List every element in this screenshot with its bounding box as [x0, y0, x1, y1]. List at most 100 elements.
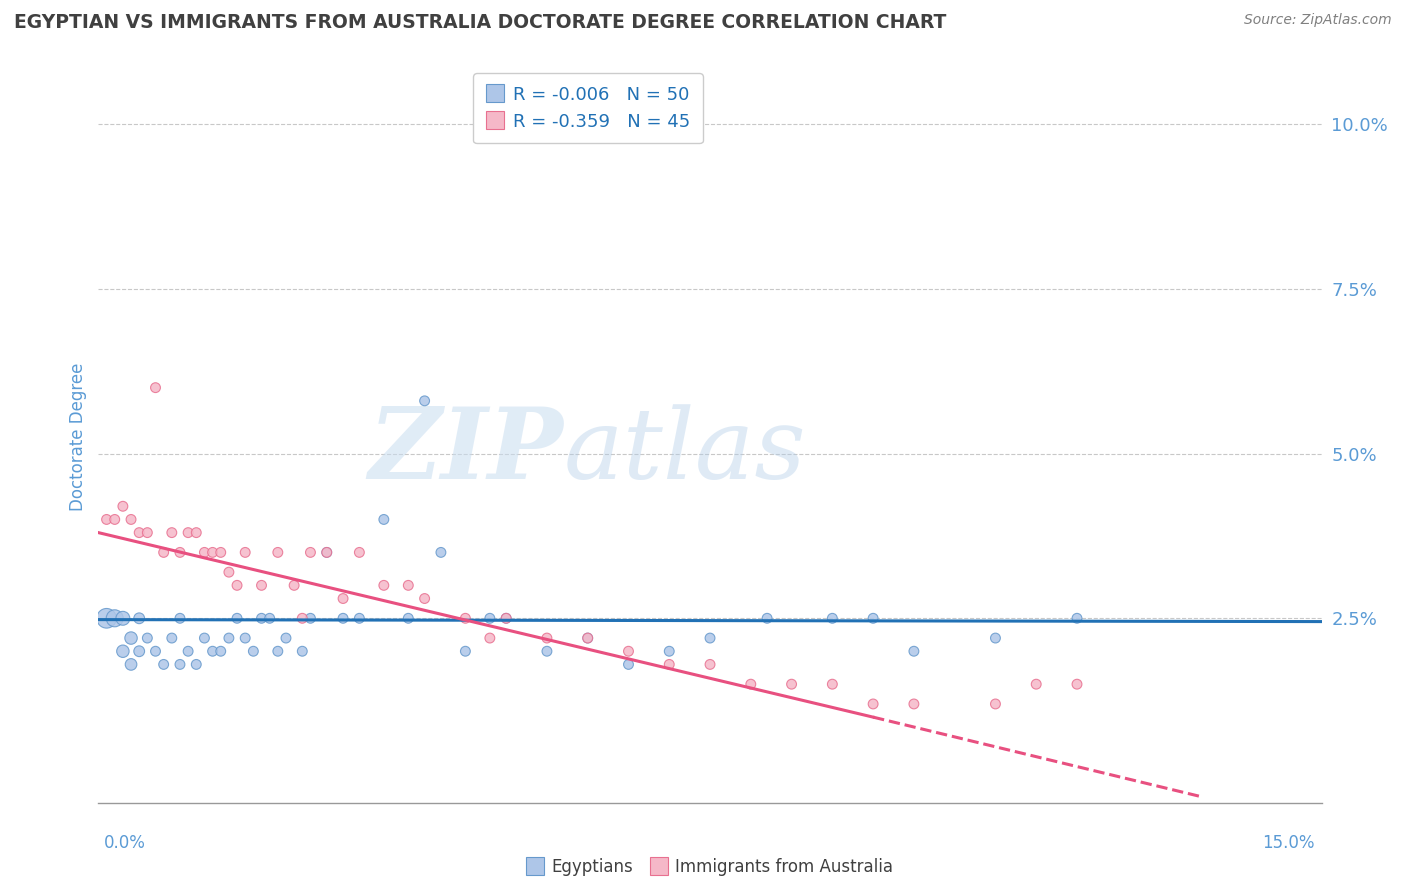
Point — [396, 578, 419, 592]
Point — [128, 525, 150, 540]
Point — [242, 644, 264, 658]
Point — [349, 545, 371, 559]
Y-axis label: Doctorate Degree: Doctorate Degree — [69, 363, 87, 511]
Point — [169, 545, 191, 559]
Point — [145, 381, 167, 395]
Point — [209, 545, 232, 559]
Point — [536, 644, 558, 658]
Point — [658, 644, 681, 658]
Point — [111, 611, 134, 625]
Point — [756, 611, 779, 625]
Point — [274, 631, 297, 645]
Point — [128, 644, 150, 658]
Point — [267, 545, 290, 559]
Point — [104, 512, 127, 526]
Point — [413, 591, 436, 606]
Point — [283, 578, 305, 592]
Point — [315, 545, 337, 559]
Point — [267, 644, 290, 658]
Point — [299, 611, 322, 625]
Point — [152, 545, 174, 559]
Point — [699, 631, 721, 645]
Point — [120, 512, 142, 526]
Point — [186, 657, 208, 672]
Point — [454, 644, 477, 658]
Point — [104, 611, 127, 625]
Point — [617, 644, 640, 658]
Point — [373, 578, 395, 592]
Point — [495, 611, 517, 625]
Point — [160, 525, 183, 540]
Point — [658, 657, 681, 672]
Text: atlas: atlas — [564, 404, 806, 500]
Point — [617, 657, 640, 672]
Point — [332, 591, 354, 606]
Point — [862, 697, 884, 711]
Point — [1066, 611, 1088, 625]
Point — [233, 631, 256, 645]
Point — [136, 631, 159, 645]
Text: 15.0%: 15.0% — [1263, 834, 1315, 852]
Point — [111, 644, 134, 658]
Point — [413, 393, 436, 408]
Point — [373, 512, 395, 526]
Point — [1025, 677, 1047, 691]
Point — [193, 631, 215, 645]
Point — [233, 545, 256, 559]
Point — [478, 631, 501, 645]
Point — [862, 611, 884, 625]
Text: EGYPTIAN VS IMMIGRANTS FROM AUSTRALIA DOCTORATE DEGREE CORRELATION CHART: EGYPTIAN VS IMMIGRANTS FROM AUSTRALIA DO… — [14, 13, 946, 32]
Legend: Egyptians, Immigrants from Australia: Egyptians, Immigrants from Australia — [520, 851, 900, 882]
Point — [396, 611, 419, 625]
Point — [160, 631, 183, 645]
Point — [536, 631, 558, 645]
Point — [740, 677, 762, 691]
Point — [1066, 677, 1088, 691]
Point — [454, 611, 477, 625]
Point — [120, 631, 142, 645]
Point — [291, 611, 314, 625]
Point — [291, 644, 314, 658]
Point — [218, 631, 240, 645]
Point — [120, 657, 142, 672]
Point — [96, 512, 118, 526]
Point — [576, 631, 599, 645]
Point — [984, 697, 1007, 711]
Point — [226, 611, 249, 625]
Point — [903, 697, 925, 711]
Point — [177, 644, 200, 658]
Point — [96, 611, 118, 625]
Text: Source: ZipAtlas.com: Source: ZipAtlas.com — [1244, 13, 1392, 28]
Point — [145, 644, 167, 658]
Point — [128, 611, 150, 625]
Point — [111, 500, 134, 514]
Point — [186, 525, 208, 540]
Point — [478, 611, 501, 625]
Point — [193, 545, 215, 559]
Point — [430, 545, 453, 559]
Point — [250, 611, 273, 625]
Point — [136, 525, 159, 540]
Point — [259, 611, 281, 625]
Text: 0.0%: 0.0% — [104, 834, 146, 852]
Point — [903, 644, 925, 658]
Point — [495, 611, 517, 625]
Point — [699, 657, 721, 672]
Point — [315, 545, 337, 559]
Point — [250, 578, 273, 592]
Point — [984, 631, 1007, 645]
Point — [780, 677, 803, 691]
Point — [177, 525, 200, 540]
Text: ZIP: ZIP — [368, 403, 564, 500]
Point — [169, 657, 191, 672]
Point — [209, 644, 232, 658]
Point — [218, 565, 240, 579]
Point — [201, 545, 224, 559]
Point — [201, 644, 224, 658]
Point — [349, 611, 371, 625]
Point — [152, 657, 174, 672]
Point — [821, 611, 844, 625]
Point — [169, 611, 191, 625]
Point — [226, 578, 249, 592]
Point — [332, 611, 354, 625]
